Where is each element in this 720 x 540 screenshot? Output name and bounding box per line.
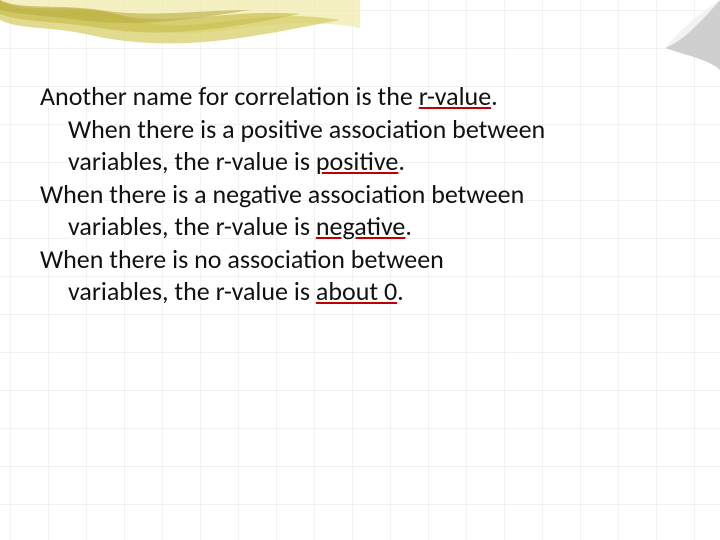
text: variables, the r-value is <box>68 145 316 177</box>
text: When there is a negative association bet… <box>40 178 524 210</box>
keyword-positive: positive <box>316 145 398 177</box>
text: . <box>491 80 498 112</box>
text: When there is a positive association bet… <box>68 113 545 145</box>
text: variables, the r-value is <box>68 210 316 242</box>
line-7: variables, the r-value is about 0. <box>40 275 680 308</box>
keyword-negative: negative <box>316 210 405 242</box>
keyword-r-value: r-value <box>419 80 491 112</box>
line-2: When there is a positive association bet… <box>40 113 680 146</box>
text: When there is no association between <box>40 243 444 275</box>
text: . <box>397 275 404 307</box>
line-4: When there is a negative association bet… <box>40 178 680 211</box>
line-6: When there is no association between <box>40 243 680 276</box>
text: Another name for correlation is the <box>40 80 419 112</box>
text: . <box>405 210 412 242</box>
slide: Another name for correlation is the r-va… <box>0 0 720 540</box>
text: . <box>398 145 405 177</box>
line-3: variables, the r-value is positive. <box>40 145 680 178</box>
slide-body-text: Another name for correlation is the r-va… <box>40 80 680 308</box>
keyword-about-0: about 0 <box>316 275 397 307</box>
line-1: Another name for correlation is the r-va… <box>40 80 680 113</box>
text: variables, the r-value is <box>68 275 316 307</box>
line-5: variables, the r-value is negative. <box>40 210 680 243</box>
